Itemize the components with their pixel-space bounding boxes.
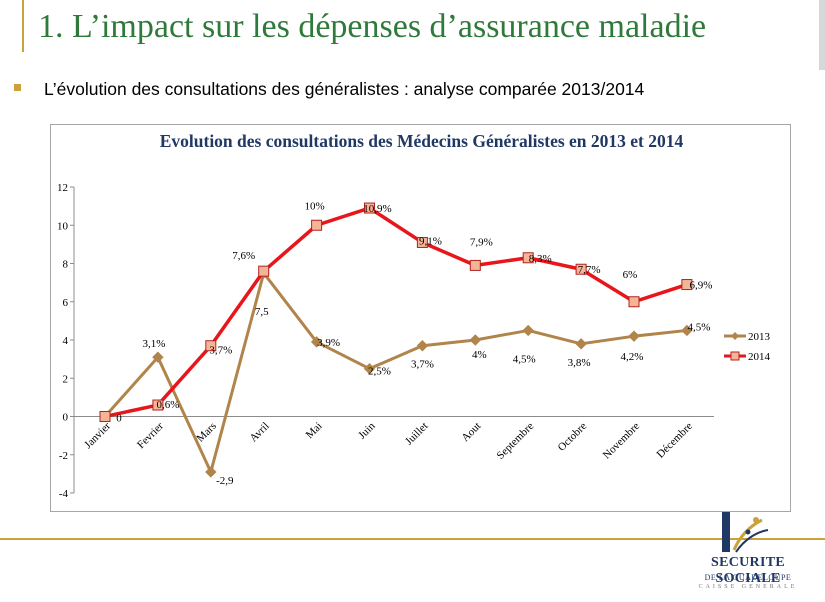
edge-decoration xyxy=(819,0,825,70)
logo-caption: CAISSE GENERALE xyxy=(698,584,798,590)
data-point-2014 xyxy=(628,296,640,308)
x-tick-label: Septembre xyxy=(495,420,537,462)
securite-sociale-emblem-icon xyxy=(722,512,769,553)
data-point-2014 xyxy=(258,265,270,277)
x-tick-label: Octobre xyxy=(556,420,590,454)
data-label-2013: 0 xyxy=(116,413,122,425)
data-label-2013: 3,1% xyxy=(142,338,165,350)
data-label-2013: 4,2% xyxy=(621,351,644,363)
chart-title: Evolution des consultations des Médecins… xyxy=(159,131,684,151)
data-point-2013 xyxy=(152,351,164,363)
data-point-2014 xyxy=(311,219,323,231)
slide-subtitle: L’évolution des consultations des généra… xyxy=(44,79,645,99)
legend-marker-2013 xyxy=(731,332,739,340)
data-label-2013: 4% xyxy=(472,349,487,361)
legend-label-2014: 2014 xyxy=(748,351,771,363)
x-tick-label: Janvier xyxy=(82,420,113,451)
x-tick-label: Mai xyxy=(304,420,325,441)
data-label-2014: 7,7% xyxy=(578,264,601,276)
data-label-2014: 10% xyxy=(305,200,325,212)
data-label-2014: 3,7% xyxy=(209,345,232,357)
x-tick-label: Avril xyxy=(247,420,271,444)
data-point-2014 xyxy=(522,252,534,264)
logo-name: SECURITE SOCIALE xyxy=(711,555,785,586)
x-tick-label: Décembre xyxy=(655,420,696,461)
x-tick-label: Aout xyxy=(459,420,483,444)
data-point-2014 xyxy=(681,279,693,291)
data-point-2013 xyxy=(416,340,429,352)
data-label-2014: 7,9% xyxy=(470,236,493,248)
title-accent-bar xyxy=(22,0,24,52)
y-tick-label: 10 xyxy=(57,220,69,232)
data-label-2013: 4,5% xyxy=(513,353,536,365)
y-tick-label: 6 xyxy=(63,297,69,309)
data-label-2013: -2,9 xyxy=(216,475,234,487)
footer-divider xyxy=(0,538,825,540)
data-label-2014: 10,9% xyxy=(363,203,391,215)
bullet-icon xyxy=(14,84,21,91)
data-point-2014 xyxy=(575,263,587,275)
data-point-2014 xyxy=(99,411,111,422)
x-tick-label: Juillet xyxy=(403,420,430,447)
data-label-2013: 3,9% xyxy=(317,337,340,349)
data-point-2014 xyxy=(152,399,164,411)
data-label-2014: 7,6% xyxy=(232,250,255,262)
data-point-2013 xyxy=(681,324,693,337)
data-point-2014 xyxy=(364,202,375,214)
data-point-2013 xyxy=(628,330,640,342)
slide-title: 1. L’impact sur les dépenses d’assurance… xyxy=(38,8,707,45)
x-tick-label: Fevrier xyxy=(135,420,166,451)
data-label-2013: 2,5% xyxy=(368,366,391,378)
y-tick-label: -2 xyxy=(59,450,68,462)
y-tick-label: 0 xyxy=(63,412,69,424)
x-tick-label: Juin xyxy=(356,420,378,442)
data-point-2014 xyxy=(205,340,217,352)
data-label-2013: 3,7% xyxy=(411,359,434,371)
data-point-2013 xyxy=(469,334,482,346)
legend-marker-2014 xyxy=(730,351,740,361)
data-point-2013 xyxy=(205,466,217,478)
series-line-2014 xyxy=(104,206,688,419)
data-point-2013 xyxy=(575,338,587,350)
data-point-2013 xyxy=(522,324,534,337)
y-tick-label: 12 xyxy=(57,182,68,194)
data-label-2014: 9,1% xyxy=(419,235,442,247)
data-label-2014: 8,3% xyxy=(529,253,552,265)
logo: SECURITE SOCIALE DE LA GUADELOUPE CAISSE… xyxy=(678,510,818,600)
y-tick-label: -4 xyxy=(59,488,69,500)
y-tick-label: 8 xyxy=(63,259,69,271)
legend-label-2013: 2013 xyxy=(748,331,771,343)
x-tick-label: Novembre xyxy=(601,420,642,461)
data-label-2013: 3,8% xyxy=(568,357,591,369)
y-tick-label: 4 xyxy=(63,335,69,347)
data-point-2013 xyxy=(310,336,323,348)
data-label-2014: 6,9% xyxy=(689,280,712,292)
data-point-2013 xyxy=(363,362,376,375)
data-label-2014: 6% xyxy=(623,269,638,281)
data-point-2014 xyxy=(416,236,428,248)
chart-panel: Evolution des consultations des Médecins… xyxy=(50,124,791,512)
data-label-2014: 0,6% xyxy=(156,399,179,411)
data-label-2013: 7,5 xyxy=(255,306,269,318)
data-point-2014 xyxy=(469,259,481,271)
series-line-2013 xyxy=(103,271,688,474)
y-tick-label: 2 xyxy=(63,373,69,385)
data-label-2013: 4,5% xyxy=(687,321,710,333)
logo-subtitle: DE LA GUADELOUPE xyxy=(704,573,792,582)
